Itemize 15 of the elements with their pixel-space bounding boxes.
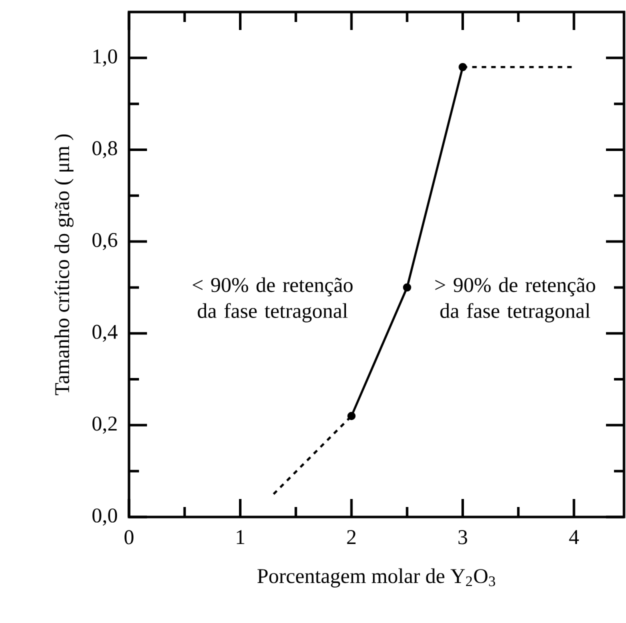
y-tick-label: 0,8 [92,141,118,158]
y-tick-label: 0,4 [92,324,118,342]
y-tick-label: 0,6 [92,232,118,250]
x-tick-label: 1 [236,530,244,544]
y-tick-label: 0,0 [92,508,118,526]
x-tick-label: 0 [124,530,134,544]
x-tick-label: 2 [347,530,356,544]
x-axis-title: Porcentagem molar de Y$_{2}$O$_{3}$ [257,568,496,588]
y-axis-title: Tamanho crítico do grão ( μm ) [54,134,74,396]
annotation: < 90% de retenção da fase tetragonal [192,277,353,322]
y-tick-label: 1,0 [94,49,118,66]
y-tick-label: 0,2 [92,416,117,434]
x-tick-label: 3 [458,530,468,544]
x-tick-label: 4 [569,530,579,544]
annotation: > 90% de retenção da fase tetragonal [435,277,596,322]
